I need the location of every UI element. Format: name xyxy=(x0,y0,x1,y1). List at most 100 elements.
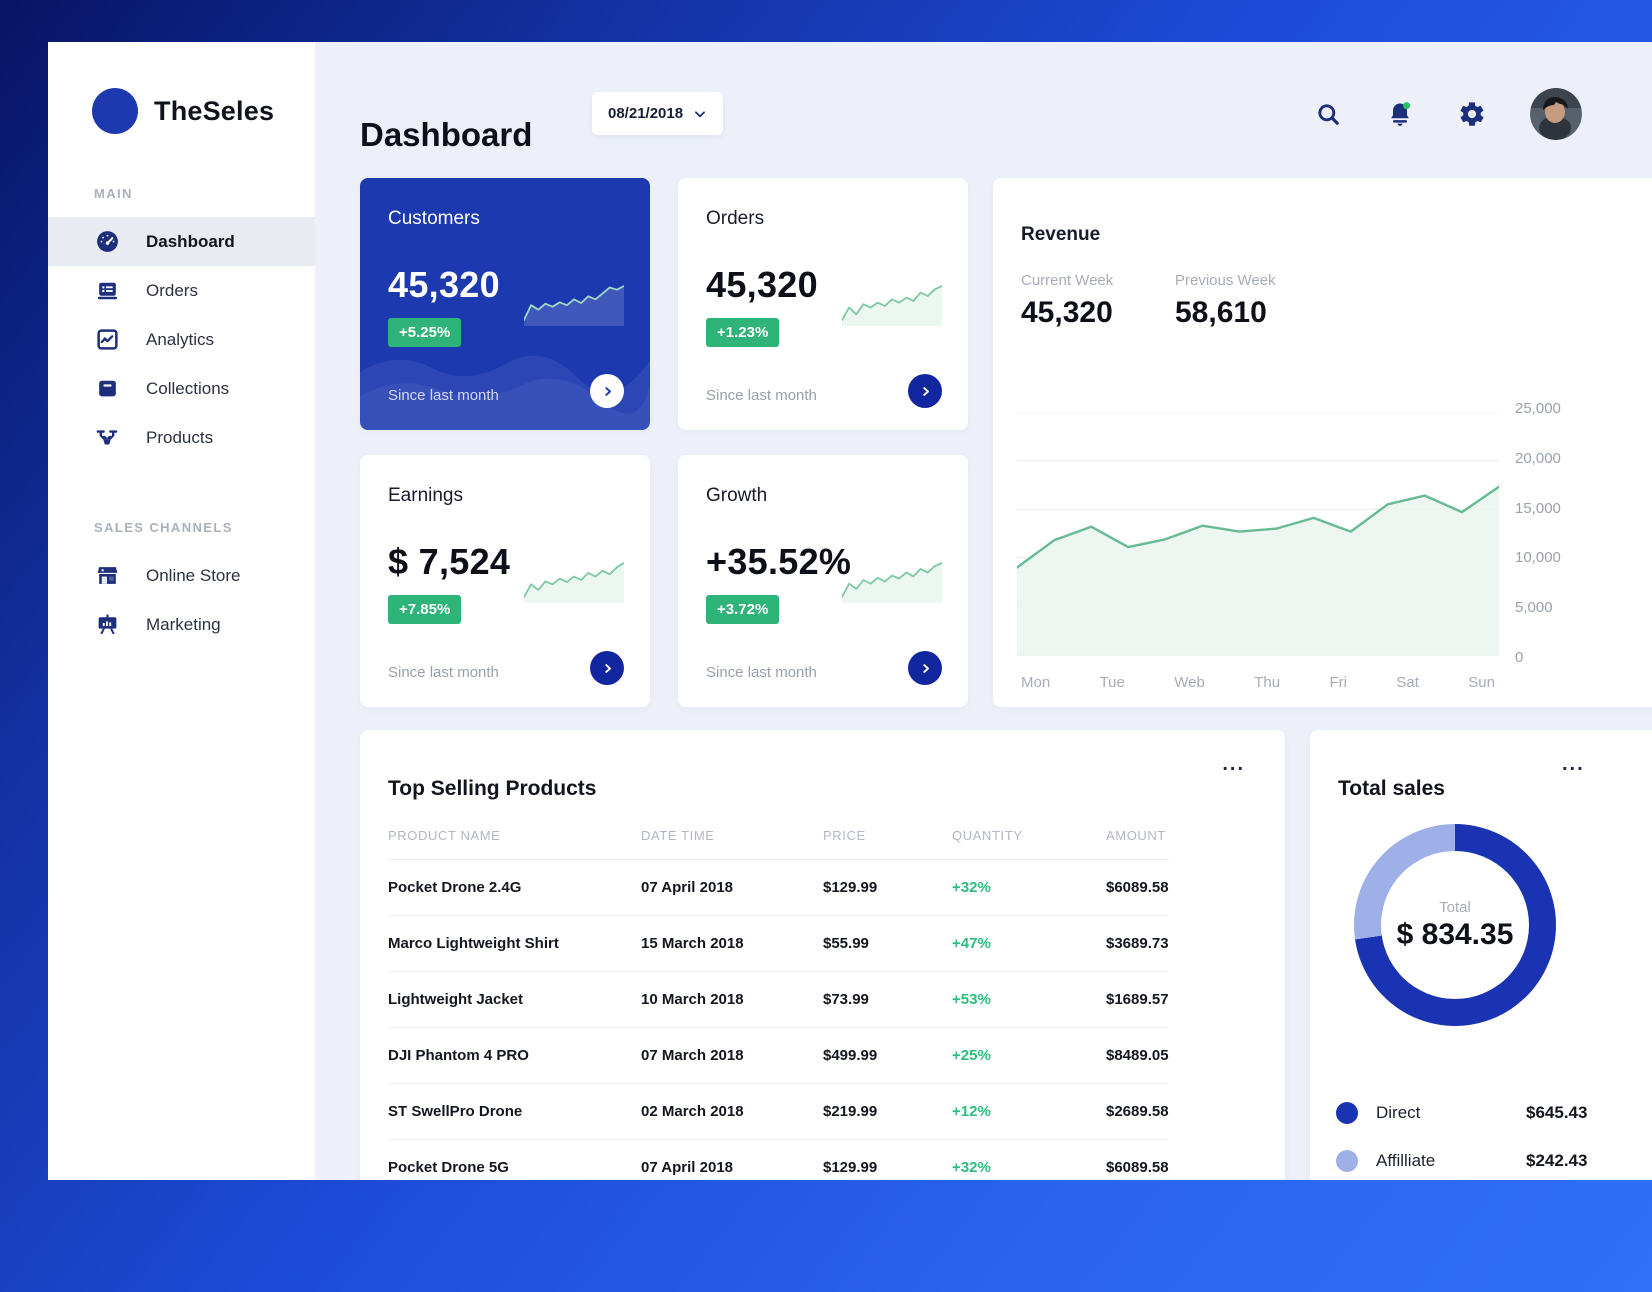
stat-change-badge: +7.85% xyxy=(388,595,462,624)
table-cell: 15 March 2018 xyxy=(641,915,823,972)
chevron-right-icon xyxy=(918,384,933,399)
app-window: TheSeles MAIN Dashboard Orders Analytics Col… xyxy=(48,42,1652,1180)
logo-dot-icon xyxy=(92,88,138,134)
sidebar-section-label: SALES CHANNELS xyxy=(94,520,233,535)
x-axis-tick: Sun xyxy=(1468,674,1495,691)
sidebar-item-online-store[interactable]: Online Store xyxy=(48,551,315,600)
column-header-amount: AMOUNT xyxy=(1106,816,1169,860)
revenue-title: Revenue xyxy=(1021,223,1101,245)
sidebar-item-label: Online Store xyxy=(146,565,241,585)
stat-card-arrow-button[interactable] xyxy=(590,374,624,408)
page-title: Dashboard xyxy=(360,116,533,154)
x-axis-tick: Web xyxy=(1174,674,1205,691)
legend-label: Direct xyxy=(1376,1103,1421,1122)
table-cell: $129.99 xyxy=(823,859,952,916)
sidebar-item-analytics[interactable]: Analytics xyxy=(48,315,315,364)
total-sales-title: Total sales xyxy=(1338,777,1445,801)
table-cell: 07 April 2018 xyxy=(641,1159,733,1176)
table-title: Top Selling Products xyxy=(388,777,597,801)
revenue-x-axis: Mon Tue Web Thu Fri Sat Sun xyxy=(1017,674,1499,691)
sidebar-item-marketing[interactable]: Marketing xyxy=(48,600,315,649)
more-options-icon[interactable]: ... xyxy=(1216,752,1251,777)
total-sales-card: Total sales ... Total $ 834.35 Direct $64… xyxy=(1310,730,1652,1180)
logo[interactable]: TheSeles xyxy=(48,42,315,134)
table-row[interactable]: Pocket Drone 5G 07 April 2018 $129.99 +32% $… xyxy=(388,1140,1169,1181)
date-picker[interactable]: 08/21/2018 xyxy=(592,92,724,135)
legend-value: $645.43 xyxy=(1526,1103,1588,1122)
table-cell: +32% xyxy=(952,1159,991,1176)
date-value: 08/21/2018 xyxy=(608,105,684,122)
x-axis-tick: Fri xyxy=(1329,674,1347,691)
sidebar-item-collections[interactable]: Collections xyxy=(48,364,315,413)
sidebar-item-label: Dashboard xyxy=(146,231,235,251)
search-icon[interactable] xyxy=(1315,101,1342,128)
orders-card[interactable]: Orders 45,320 +1.23% Since last month xyxy=(678,178,968,430)
column-header-price: PRICE xyxy=(823,816,952,860)
stat-card-footnote: Since last month xyxy=(388,387,499,404)
y-axis-tick: 0 xyxy=(1515,648,1524,666)
table-cell: Lightweight Jacket xyxy=(388,971,641,1028)
customers-sparkline xyxy=(524,285,624,326)
table-cell: $55.99 xyxy=(823,915,952,972)
table-row[interactable]: ST SwellPro Drone 02 March 2018 $219.99 +12… xyxy=(388,1083,1169,1140)
current-week-value: 45,320 xyxy=(1021,296,1113,329)
table-row[interactable]: Marco Lightweight Shirt 15 March 2018 $55.… xyxy=(388,915,1169,972)
y-axis-tick: 5,000 xyxy=(1515,599,1553,617)
earnings-sparkline xyxy=(524,562,624,603)
x-axis-tick: Tue xyxy=(1099,674,1125,691)
sidebar-item-label: Orders xyxy=(146,280,198,300)
sidebar-item-label: Collections xyxy=(146,378,230,398)
table-cell: $1689.57 xyxy=(1106,971,1169,1028)
donut-legend: Direct $645.43 Affilliate $242.43 xyxy=(1336,1102,1652,1172)
avatar[interactable] xyxy=(1530,88,1582,140)
analytics-icon xyxy=(94,327,120,353)
sidebar-item-orders[interactable]: Orders xyxy=(48,266,315,315)
legend-item-direct[interactable]: Direct $645.43 xyxy=(1336,1102,1652,1124)
table-row[interactable]: Pocket Drone 2.4G 07 April 2018 $129.99 +32… xyxy=(388,859,1169,916)
chevron-right-icon xyxy=(600,384,615,399)
sidebar-item-label: Analytics xyxy=(146,329,215,349)
main-content: Dashboard 08/21/2018 Cu xyxy=(315,42,1652,1180)
stat-change-badge: +1.23% xyxy=(706,318,780,347)
legend-item-affilliate[interactable]: Affilliate $242.43 xyxy=(1336,1150,1652,1172)
table-cell: +53% xyxy=(952,971,1106,1028)
stat-change-badge: +5.25% xyxy=(388,318,462,347)
collections-icon xyxy=(94,376,120,402)
stat-card-arrow-button[interactable] xyxy=(908,374,942,408)
settings-icon[interactable] xyxy=(1458,100,1486,128)
chevron-right-icon xyxy=(600,661,615,676)
table-cell: $219.99 xyxy=(823,1083,952,1140)
table-cell: Pocket Drone 2.4G xyxy=(388,859,641,916)
earnings-card[interactable]: Earnings $ 7,524 +7.85% Since last month xyxy=(360,455,650,707)
logo-text: TheSeles xyxy=(154,95,275,126)
y-axis-tick: 15,000 xyxy=(1515,499,1561,517)
column-header-quantity: QUANTITY xyxy=(952,816,1106,860)
store-icon xyxy=(94,563,120,589)
donut-center: Total $ 834.35 xyxy=(1381,851,1529,999)
stat-card-footnote: Since last month xyxy=(706,664,817,681)
sidebar-item-label: Marketing xyxy=(146,614,221,634)
notifications-icon[interactable] xyxy=(1386,100,1414,128)
table-cell: $6089.58 xyxy=(1106,859,1169,916)
table-row[interactable]: DJI Phantom 4 PRO 07 March 2018 $499.99 +25… xyxy=(388,1027,1169,1084)
more-options-icon[interactable]: ... xyxy=(1556,752,1591,777)
y-axis-tick: 20,000 xyxy=(1515,449,1561,467)
growth-card[interactable]: Growth +35.52% +3.72% Since last month xyxy=(678,455,968,707)
sidebar: TheSeles MAIN Dashboard Orders Analytics Col… xyxy=(48,42,315,1180)
sidebar-item-dashboard[interactable]: Dashboard xyxy=(48,217,315,266)
table-cell: 02 March 2018 xyxy=(641,1083,823,1140)
table-cell: Marco Lightweight Shirt xyxy=(388,915,641,972)
drone-icon xyxy=(94,425,120,451)
stat-card-arrow-button[interactable] xyxy=(908,651,942,685)
revenue-card: Revenue Current Week Previous Week 45,32… xyxy=(993,178,1652,707)
stat-card-footnote: Since last month xyxy=(706,387,817,404)
table-cell: $73.99 xyxy=(823,971,952,1028)
sidebar-item-products[interactable]: Products xyxy=(48,413,315,462)
previous-week-value: 58,610 xyxy=(1175,296,1267,329)
stat-card-arrow-button[interactable] xyxy=(590,651,624,685)
customers-card[interactable]: Customers 45,320 +5.25% Since last month xyxy=(360,178,650,430)
legend-label: Affilliate xyxy=(1376,1151,1436,1170)
table-row[interactable]: Lightweight Jacket 10 March 2018 $73.99 +53… xyxy=(388,971,1169,1028)
donut-center-value: $ 834.35 xyxy=(1396,917,1514,951)
products-table: PRODUCT NAME DATE TIME PRICE QUANTITY AMOUNT… xyxy=(388,816,1169,1180)
